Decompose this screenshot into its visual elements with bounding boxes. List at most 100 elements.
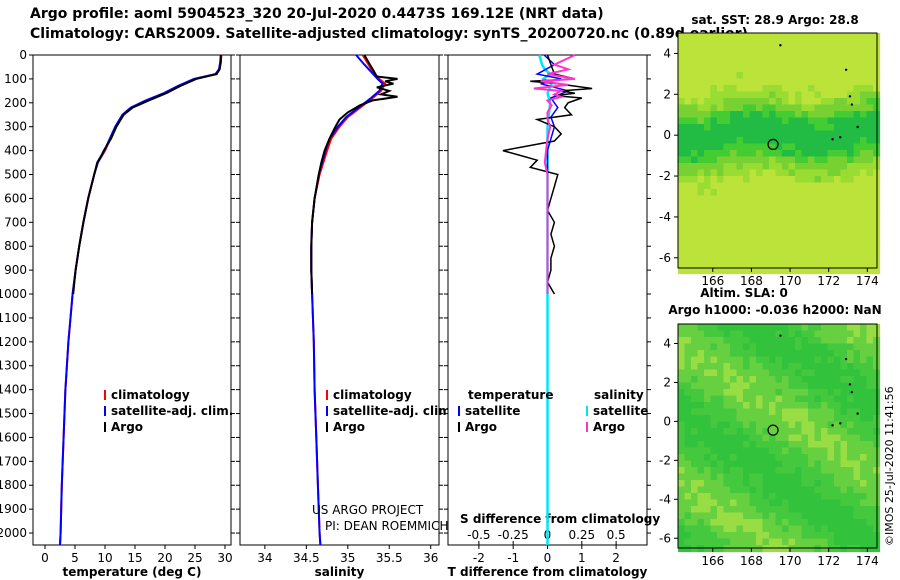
map-cell [678, 202, 686, 210]
map-cell [840, 267, 848, 275]
map-cell [853, 532, 861, 540]
map-cell [736, 39, 744, 47]
legend-label: Argo [333, 420, 365, 434]
map-cell [684, 428, 692, 436]
map-cell [801, 480, 809, 488]
map-cell [801, 195, 809, 203]
map-cell [756, 117, 764, 125]
map-cell [814, 434, 822, 442]
map-cell [775, 389, 783, 397]
map-cell [801, 143, 809, 151]
map-cell [840, 91, 848, 99]
map-cell [730, 330, 738, 338]
map-cell [814, 143, 822, 151]
map-cell [704, 189, 712, 197]
map-cell [743, 150, 751, 158]
map-cell [723, 46, 731, 54]
map-cell [710, 363, 718, 371]
map-x-tick-label: 170 [779, 274, 802, 288]
map-cell [749, 525, 757, 533]
map-cell [788, 493, 796, 501]
map-cell [684, 350, 692, 358]
map-cell [736, 454, 744, 462]
map-cell [678, 260, 686, 268]
map-cell [762, 215, 770, 223]
map-cell [847, 169, 855, 177]
map-cell [821, 267, 829, 275]
map-cell [697, 241, 705, 249]
map-cell [678, 104, 686, 112]
map-cell [795, 202, 803, 210]
map-cell [782, 460, 790, 468]
map-cell [840, 389, 848, 397]
map-cell [723, 52, 731, 60]
map-cell [697, 395, 705, 403]
map-cell [710, 480, 718, 488]
map-cell [756, 208, 764, 216]
map-cell [691, 415, 699, 423]
map-cell [782, 150, 790, 158]
map-cell [866, 137, 874, 145]
map-cell [697, 545, 705, 553]
map-cell [710, 408, 718, 416]
map-y-tick-label: -6 [659, 531, 671, 545]
map-cell [821, 33, 829, 41]
map-cell [769, 473, 777, 481]
map-cell [775, 382, 783, 390]
map-cell [827, 428, 835, 436]
map-cell [756, 421, 764, 429]
map-cell [769, 428, 777, 436]
map-cell [775, 85, 783, 93]
map-cell [749, 208, 757, 216]
map-cell [730, 143, 738, 151]
map-cell [775, 525, 783, 533]
map-cell [827, 532, 835, 540]
map-cell [710, 441, 718, 449]
map-cell [808, 182, 816, 190]
map-cell [704, 512, 712, 520]
map-cell [697, 156, 705, 164]
map-cell [769, 33, 777, 41]
map-cell [704, 52, 712, 60]
map-cell [847, 228, 855, 236]
map-cell [853, 254, 861, 262]
map-cell [866, 447, 874, 455]
map-cell [795, 228, 803, 236]
map-cell [736, 137, 744, 145]
map-cell [775, 46, 783, 54]
map-cell [684, 343, 692, 351]
map-cell [743, 267, 751, 275]
map-cell [769, 447, 777, 455]
map-cell [769, 72, 777, 80]
map-cell [723, 247, 731, 255]
map-cell [697, 260, 705, 268]
map-cell [814, 467, 822, 475]
map-cell [717, 363, 725, 371]
map-cell [801, 473, 809, 481]
x-tick-label: 2 [612, 551, 620, 565]
map-cell [827, 59, 835, 67]
x-tick-label: 30 [217, 551, 232, 565]
map-cell [808, 124, 816, 132]
map-cell [827, 163, 835, 171]
island-marker [839, 422, 842, 425]
map-cell [749, 330, 757, 338]
map-cell [853, 150, 861, 158]
map-cell [684, 267, 692, 275]
map-cell [723, 91, 731, 99]
map-cell [697, 267, 705, 275]
map-cell [678, 247, 686, 255]
map-cell [795, 163, 803, 171]
map-cell [847, 221, 855, 229]
map-cell [723, 493, 731, 501]
map-cell [704, 65, 712, 73]
map-cell [795, 215, 803, 223]
map-cell [788, 234, 796, 242]
island-marker [844, 68, 848, 71]
map-cell [697, 169, 705, 177]
map-cell [788, 330, 796, 338]
map-cell [834, 350, 842, 358]
map-cell [730, 78, 738, 86]
map-cell [730, 486, 738, 494]
map-cell [840, 33, 848, 41]
